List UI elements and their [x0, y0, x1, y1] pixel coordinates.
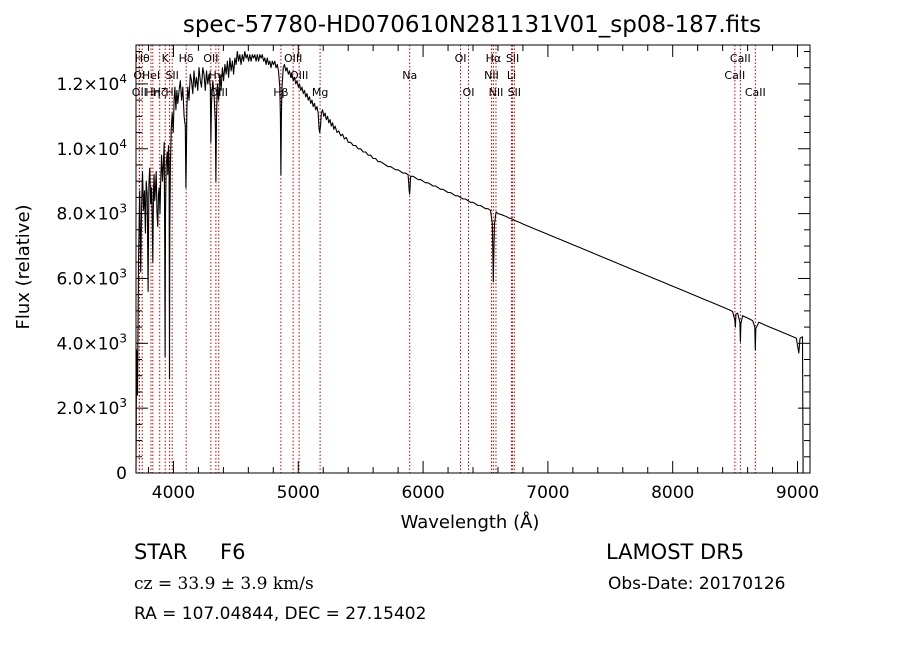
object-subclass: F6	[220, 540, 246, 564]
line-label-9: Hδ	[179, 52, 194, 65]
y-tick-label-1: 2.0×103	[56, 396, 127, 419]
line-label-5: Hζ	[153, 86, 167, 99]
object-class: STAR	[134, 540, 188, 564]
plot-frame	[135, 44, 811, 474]
observation-date: Obs-Date: 20170126	[608, 574, 786, 594]
x-tick-label-3: 7000	[526, 483, 569, 503]
x-tick-label-5: 9000	[776, 483, 819, 503]
line-label-4: Hη	[145, 86, 160, 99]
line-label-23: Li	[507, 69, 516, 82]
line-label-0: Hθ	[135, 52, 150, 65]
line-label-8: SII	[165, 69, 178, 82]
line-label-20: NII	[484, 69, 499, 82]
line-label-2: OI	[133, 69, 145, 82]
line-label-21: Hα	[486, 52, 502, 65]
y-tick-label-6: 1.2×104	[56, 72, 127, 95]
y-axis-label: Flux (relative)	[13, 204, 34, 329]
line-label-17: Na	[402, 69, 417, 82]
redshift-value: cz = 33.9 ± 3.9 km/s	[134, 574, 314, 594]
line-label-26: CaII	[724, 69, 745, 82]
y-tick-label-4: 8.0×103	[56, 202, 127, 225]
x-axis-label: Wavelength (Å)	[401, 511, 540, 533]
line-label-16: Mg	[312, 86, 328, 99]
line-label-22: NII	[489, 86, 504, 99]
x-tick-label-1: 5000	[277, 483, 320, 503]
line-label-19: OI	[463, 86, 475, 99]
line-label-14: OIII	[284, 52, 302, 65]
line-label-24: SII	[506, 52, 519, 65]
x-tick-label-4: 8000	[651, 483, 694, 503]
line-label-28: CaII	[745, 86, 766, 99]
spectrum-line-0	[135, 50, 804, 474]
y-tick-label-0: 0	[116, 464, 127, 484]
chart-title: spec-57780-HD070610N281131V01_sp08-187.f…	[183, 12, 761, 38]
line-label-6: K	[162, 52, 170, 65]
line-label-25: SII	[508, 86, 521, 99]
x-tick-label-0: 4000	[152, 483, 195, 503]
axis-tick-labels: 4000 5000 6000 7000 8000 9000 0 2.0×103 4.0×103 6…	[56, 72, 819, 503]
y-tick-label-3: 6.0×103	[56, 266, 127, 289]
line-label-13: Hβ	[273, 86, 288, 99]
line-label-7: H	[165, 86, 173, 99]
survey-name: LAMOST DR5	[606, 540, 745, 564]
line-label-18: OI	[455, 52, 467, 65]
coordinates: RA = 107.04844, DEC = 27.15402	[134, 604, 427, 624]
x-tick-label-2: 6000	[401, 483, 444, 503]
y-tick-label-2: 4.0×103	[56, 331, 127, 354]
axis-ticks	[136, 45, 810, 474]
spectrum-series	[135, 50, 804, 474]
line-label-10: OII	[203, 52, 218, 65]
line-label-27: CaII	[730, 52, 751, 65]
y-tick-label-5: 1.0×104	[56, 137, 127, 160]
line-label-3: HeI	[142, 69, 160, 82]
